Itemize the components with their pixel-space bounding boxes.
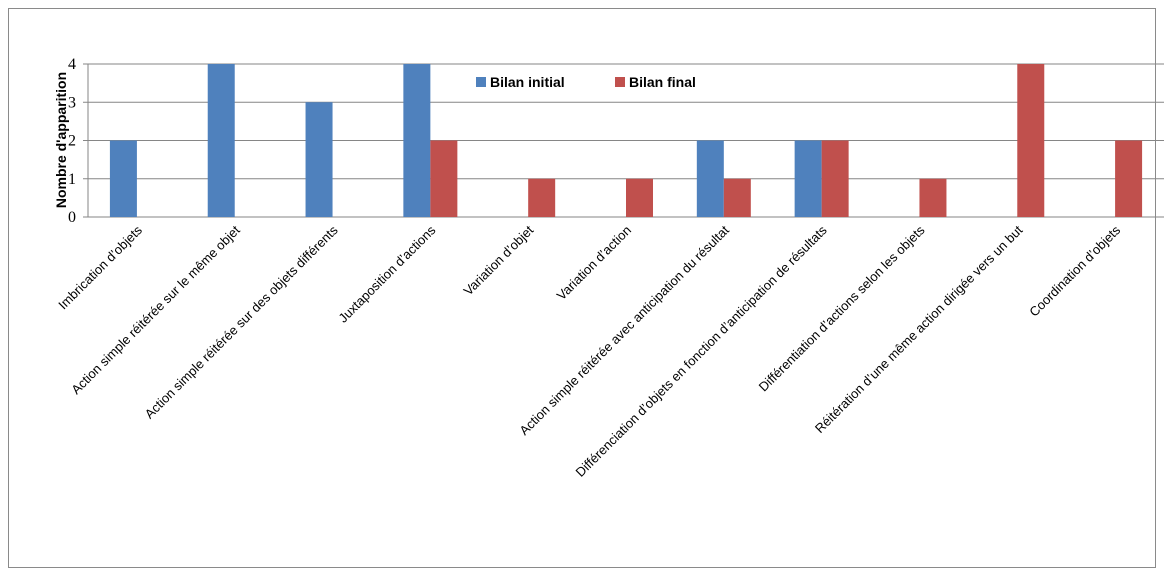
x-tick-label: Variation d’objet: [460, 222, 536, 298]
y-tick-labels: 0 1 2 3 4: [68, 56, 76, 226]
y-tick-label: 4: [68, 56, 76, 73]
legend-label: Bilan initial: [490, 74, 565, 90]
legend: Bilan initial Bilan final: [476, 74, 696, 90]
bar-bilan-final: [1017, 64, 1045, 217]
bar-bilan-final: [1115, 140, 1143, 217]
bar-bilan-initial: [305, 102, 333, 217]
bar-bilan-final: [430, 140, 458, 217]
bar-bilan-final: [821, 140, 849, 217]
legend-label: Bilan final: [629, 74, 696, 90]
y-tick-label: 0: [68, 209, 76, 226]
bar-bilan-initial: [109, 140, 137, 217]
bar-bilan-final: [528, 178, 556, 217]
bar-bilan-initial: [794, 140, 822, 217]
legend-swatch: [476, 77, 486, 87]
x-tick-label: Action simple réitérée sur des objets di…: [142, 222, 341, 421]
bar-bilan-initial: [207, 64, 235, 217]
x-tick-label: Différentiation d’actions selon les obje…: [756, 222, 928, 394]
legend-swatch: [615, 77, 625, 87]
x-tick-label: Variation d’action: [554, 223, 634, 303]
x-tick-label: Action simple réitérée sur le même objet: [68, 222, 243, 397]
chart-frame: [8, 8, 1156, 568]
y-tick-label: 1: [68, 171, 76, 188]
x-tick-label: Action simple réitérée avec anticipation…: [516, 222, 732, 438]
y-axis-label: Nombre d'apparition: [53, 72, 69, 208]
x-tick-label: Coordination d’objets: [1026, 222, 1123, 319]
bar-bilan-initial: [696, 140, 724, 217]
y-tick-label: 2: [68, 133, 76, 150]
bar-bilan-final: [919, 178, 947, 217]
x-tick-label: Réitération d’une même action dirigée ve…: [812, 222, 1026, 436]
gridlines: [88, 63, 1164, 180]
x-tick-label: Imbrication d’objets: [55, 222, 145, 312]
y-tick-label: 3: [68, 94, 76, 111]
bars: [109, 64, 1143, 217]
bar-bilan-initial: [403, 64, 431, 217]
bar-bilan-final: [723, 178, 751, 217]
x-tick-label: Juxtaposition d’actions: [335, 222, 438, 325]
bar-bilan-final: [626, 178, 653, 217]
